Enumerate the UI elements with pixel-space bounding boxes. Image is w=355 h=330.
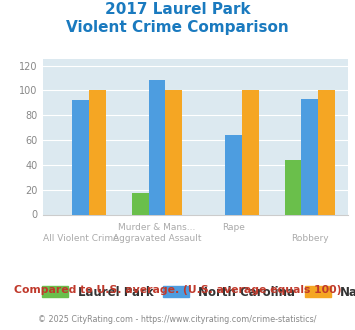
- Bar: [301, 99, 318, 214]
- Text: All Violent Crime: All Violent Crime: [43, 234, 119, 243]
- Text: Robbery: Robbery: [291, 234, 328, 243]
- Bar: [149, 81, 165, 214]
- Legend: Laurel Park, North Carolina, National: Laurel Park, North Carolina, National: [42, 285, 355, 299]
- Bar: [132, 193, 149, 214]
- Text: © 2025 CityRating.com - https://www.cityrating.com/crime-statistics/: © 2025 CityRating.com - https://www.city…: [38, 315, 317, 324]
- Text: Violent Crime Comparison: Violent Crime Comparison: [66, 20, 289, 35]
- Bar: [72, 100, 89, 214]
- Text: Murder & Mans...: Murder & Mans...: [119, 223, 196, 232]
- Bar: [285, 160, 301, 214]
- Text: Aggravated Assault: Aggravated Assault: [113, 234, 201, 243]
- Text: Rape: Rape: [222, 223, 245, 232]
- Text: Compared to U.S. average. (U.S. average equals 100): Compared to U.S. average. (U.S. average …: [14, 285, 341, 295]
- Bar: [318, 90, 335, 214]
- Bar: [89, 90, 106, 214]
- Text: 2017 Laurel Park: 2017 Laurel Park: [105, 2, 250, 16]
- Bar: [225, 135, 242, 214]
- Bar: [165, 90, 182, 214]
- Bar: [242, 90, 258, 214]
